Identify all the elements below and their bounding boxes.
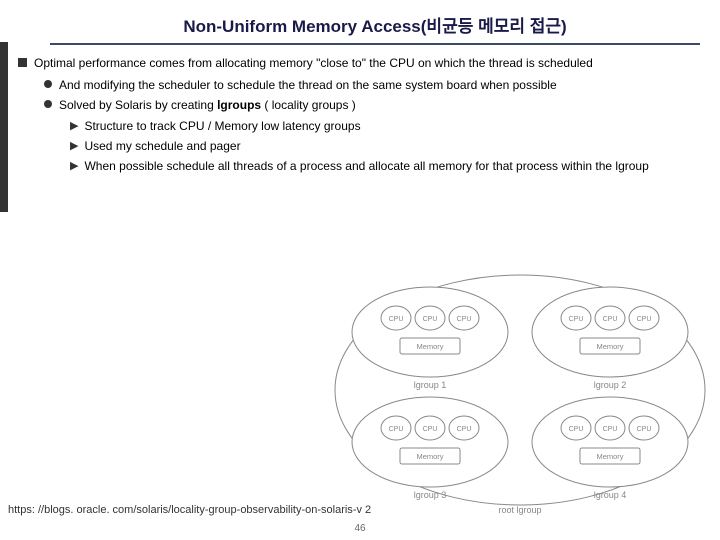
svg-text:Memory: Memory [596,342,623,351]
svg-text:CPU: CPU [457,426,472,433]
circle-bullet-icon [44,100,52,108]
source-url: https: //blogs. oracle. com/solaris/loca… [8,504,371,516]
svg-text:Memory: Memory [416,342,443,351]
svg-text:CPU: CPU [423,316,438,323]
svg-text:CPU: CPU [423,426,438,433]
text-span: Solved by Solaris by creating [59,98,217,112]
circle-bullet-icon [44,80,52,88]
svg-text:CPU: CPU [603,316,618,323]
bullet-level1: Optimal performance comes from allocatin… [18,55,706,71]
svg-text:lgroup 1: lgroup 1 [414,380,447,390]
bullet-text: Structure to track CPU / Memory low late… [84,118,360,134]
svg-text:CPU: CPU [569,316,584,323]
bold-span: lgroups [217,98,261,112]
svg-text:CPU: CPU [569,426,584,433]
arrow-bullet-icon: ▶ [70,119,78,134]
svg-text:root lgroup: root lgroup [498,505,541,515]
svg-text:CPU: CPU [389,426,404,433]
content-area: Optimal performance comes from allocatin… [0,45,720,174]
arrow-bullet-icon: ▶ [70,139,78,154]
bullet-level3: ▶ Structure to track CPU / Memory low la… [70,118,706,134]
svg-text:Memory: Memory [596,452,623,461]
square-bullet-icon [18,58,27,67]
sidebar-decoration [0,42,8,212]
svg-text:CPU: CPU [457,316,472,323]
bullet-text: When possible schedule all threads of a … [84,158,648,174]
svg-text:CPU: CPU [637,316,652,323]
svg-text:Memory: Memory [416,452,443,461]
svg-text:lgroup 2: lgroup 2 [594,380,627,390]
lgroup-diagram: CPU CPU CPU Memory lgroup 1 CPU CPU CPU Memory lg… [330,270,710,515]
arrow-bullet-icon: ▶ [70,159,78,174]
page-title: Non-Uniform Memory Access(비균등 메모리 접근) [50,12,700,37]
text-span: ( locality groups ) [261,98,356,112]
bullet-level2: And modifying the scheduler to schedule … [44,77,706,93]
page-number: 46 [354,523,365,534]
bullet-text: Solved by Solaris by creating lgroups ( … [59,97,356,113]
svg-text:CPU: CPU [389,316,404,323]
bullet-level3: ▶ Used my schedule and pager [70,138,706,154]
svg-text:lgroup 4: lgroup 4 [594,490,627,500]
svg-text:CPU: CPU [603,426,618,433]
bullet-text: Optimal performance comes from allocatin… [34,55,593,71]
bullet-level2: Solved by Solaris by creating lgroups ( … [44,97,706,113]
bullet-level3: ▶ When possible schedule all threads of … [70,158,706,174]
svg-text:CPU: CPU [637,426,652,433]
bullet-text: Used my schedule and pager [84,138,240,154]
svg-text:lgroup 3: lgroup 3 [414,490,447,500]
bullet-text: And modifying the scheduler to schedule … [59,77,557,93]
